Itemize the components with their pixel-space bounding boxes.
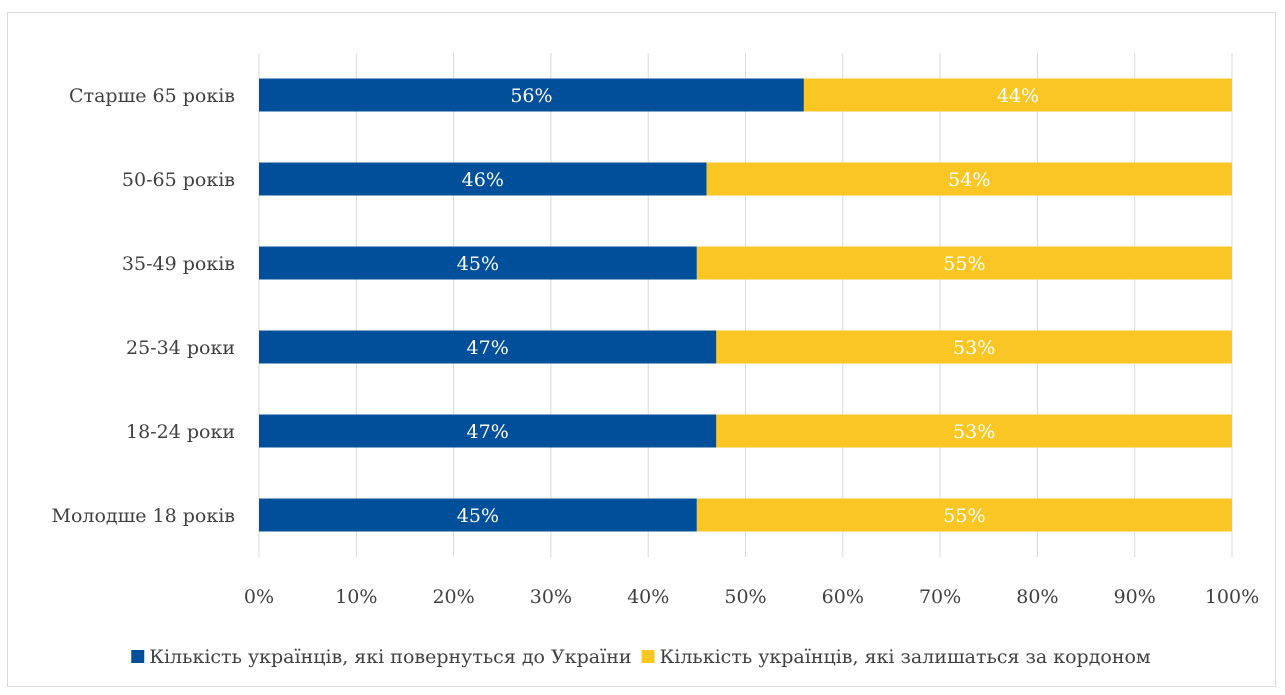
data-label: 47% (467, 421, 509, 443)
bar-segment (803, 78, 1232, 112)
data-label: 54% (948, 169, 990, 191)
category-label: 35-49 років (122, 253, 235, 275)
data-label: 45% (457, 505, 499, 527)
x-tick-label: 70% (919, 586, 961, 608)
x-tick-label: 100% (1205, 586, 1259, 608)
bar-segment (259, 330, 717, 364)
legend-label: Кількість українців, які залишаться за к… (660, 646, 1151, 668)
x-tick-label: 10% (335, 586, 377, 608)
data-label: 53% (953, 421, 995, 443)
bar-segment (696, 246, 1232, 280)
data-label: 55% (943, 505, 985, 527)
category-label: 25-34 роки (126, 337, 235, 359)
category-label: Молодше 18 років (51, 505, 235, 527)
x-tick-label: 0% (244, 586, 274, 608)
category-label: 50-65 років (122, 169, 235, 191)
data-label: 55% (943, 253, 985, 275)
gridlines (258, 53, 1233, 557)
x-tick-label: 20% (432, 586, 474, 608)
legend: Кількість українців, які повернуться до … (131, 646, 1151, 668)
x-tick-label: 40% (627, 586, 669, 608)
data-label: 47% (467, 337, 509, 359)
legend-swatch (641, 650, 655, 663)
category-label: 18-24 роки (126, 421, 235, 443)
data-label: 46% (462, 169, 504, 191)
category-label: Старше 65 років (69, 85, 235, 107)
bar-segment (259, 246, 697, 280)
bar-segment (259, 78, 804, 112)
bar-segment (706, 162, 1232, 196)
bar-segment (259, 498, 697, 532)
category-labels: Старше 65 років 50-65 років 35-49 років 25-… (51, 85, 235, 527)
x-tick-label: 50% (724, 586, 766, 608)
bars: 56% 44% 46% 54% 45% 55% 47% 53% 47% 53% 45% 55% (259, 78, 1232, 532)
x-tick-label: 90% (1114, 586, 1156, 608)
data-label: 45% (457, 253, 499, 275)
legend-swatch (131, 650, 145, 663)
bar-segment (716, 414, 1232, 448)
x-tick-label: 60% (822, 586, 864, 608)
x-tick-label: 30% (530, 586, 572, 608)
data-label: 44% (997, 85, 1039, 107)
legend-label: Кількість українців, які повернуться до … (149, 646, 631, 668)
bar-segment (696, 498, 1232, 532)
bar-segment (259, 414, 717, 448)
bar-segment (716, 330, 1232, 364)
x-tick-label: 80% (1016, 586, 1058, 608)
data-label: 53% (953, 337, 995, 359)
bar-segment (259, 162, 707, 196)
data-label: 56% (510, 85, 552, 107)
x-tick-labels: 0% 10% 20% 30% 40% 50% 60% 70% 80% 90% 100% (244, 586, 1259, 608)
